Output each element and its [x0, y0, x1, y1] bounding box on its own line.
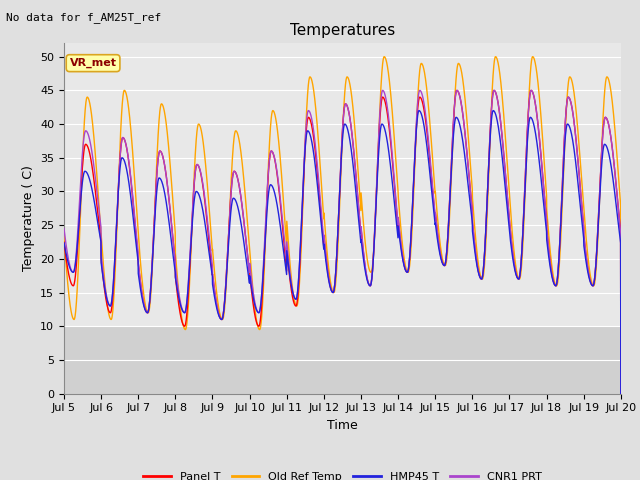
Title: Temperatures: Temperatures [290, 23, 395, 38]
Panel T [157, 148, 164, 154]
CNR1 PRT [298, 215, 305, 221]
Old Ref Temp [298, 234, 305, 240]
CNR1 PRT [546, 259, 554, 264]
Old Ref Temp [157, 103, 164, 109]
Line: Old Ref Temp: Old Ref Temp [64, 57, 621, 394]
CNR1 PRT [606, 129, 614, 135]
CNR1 PRT [453, 87, 461, 93]
HMP45 T [274, 204, 282, 210]
Panel T [617, 391, 625, 396]
Old Ref Temp [617, 391, 625, 396]
Old Ref Temp [546, 247, 554, 252]
HMP45 T [546, 264, 554, 269]
Line: Panel T: Panel T [64, 90, 621, 394]
X-axis label: Time: Time [327, 419, 358, 432]
Line: CNR1 PRT: CNR1 PRT [64, 90, 621, 394]
Old Ref Temp [529, 54, 536, 60]
HMP45 T [617, 391, 625, 396]
HMP45 T [298, 216, 305, 221]
Panel T [546, 259, 554, 264]
Old Ref Temp [60, 233, 68, 239]
CNR1 PRT [617, 391, 625, 396]
HMP45 T [606, 157, 614, 163]
CNR1 PRT [274, 172, 282, 178]
CNR1 PRT [124, 149, 131, 155]
Line: HMP45 T: HMP45 T [64, 110, 621, 394]
HMP45 T [415, 108, 423, 113]
Panel T [453, 87, 461, 93]
Legend: Panel T, Old Ref Temp, HMP45 T, CNR1 PRT: Panel T, Old Ref Temp, HMP45 T, CNR1 PRT [139, 467, 546, 480]
Panel T [124, 150, 131, 156]
Text: VR_met: VR_met [70, 58, 116, 68]
HMP45 T [157, 176, 164, 182]
Panel T [298, 222, 305, 228]
Old Ref Temp [274, 128, 282, 133]
Bar [64, 326, 621, 394]
Old Ref Temp [606, 83, 614, 88]
Panel T [274, 174, 282, 180]
Old Ref Temp [124, 97, 131, 103]
Panel T [606, 129, 614, 135]
Y-axis label: Temperature ( C): Temperature ( C) [22, 166, 35, 271]
CNR1 PRT [60, 226, 68, 231]
HMP45 T [124, 171, 131, 177]
HMP45 T [60, 240, 68, 246]
CNR1 PRT [157, 148, 164, 154]
Panel T [60, 239, 68, 245]
Text: No data for f_AM25T_ref: No data for f_AM25T_ref [6, 12, 162, 23]
